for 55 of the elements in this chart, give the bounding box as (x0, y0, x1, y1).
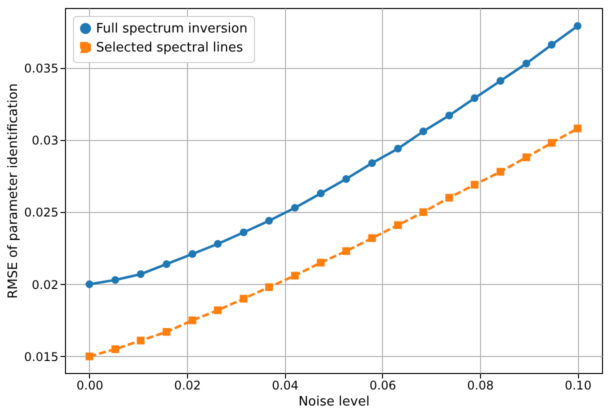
x-tick-label: 0.04 (272, 378, 299, 392)
y-tick-label: 0.015 (24, 350, 58, 364)
point (445, 112, 454, 120)
point (214, 306, 222, 314)
point (548, 40, 556, 49)
point (240, 228, 248, 236)
point (162, 260, 170, 268)
x-tick-label: 0.06 (369, 378, 396, 392)
y-tick-label: 0.025 (24, 206, 58, 220)
point (496, 168, 504, 176)
point (136, 270, 145, 278)
point (419, 208, 428, 216)
x-tick-label: 0.08 (467, 378, 494, 392)
point (574, 124, 582, 132)
y-tick-label: 0.03 (32, 134, 58, 148)
point (342, 175, 350, 183)
point (291, 272, 299, 280)
point (265, 216, 273, 225)
point (316, 258, 325, 267)
point (111, 345, 120, 354)
point (111, 276, 120, 284)
legend-label: Full spectrum inversion (96, 22, 248, 36)
point (394, 144, 402, 153)
point (548, 139, 556, 147)
point (265, 283, 273, 292)
point (574, 22, 582, 30)
point (394, 221, 402, 229)
point (419, 127, 428, 136)
point (188, 316, 196, 324)
y-axis-title: RMSE of parameter identification (6, 83, 22, 299)
point (86, 352, 94, 360)
x-tick-label: 0.10 (564, 378, 592, 392)
y-tick-label: 0.02 (32, 278, 58, 292)
point (86, 280, 94, 288)
point (470, 180, 478, 189)
point (445, 194, 454, 202)
point (162, 328, 170, 336)
y-tick-label: 0.035 (24, 61, 58, 76)
point (214, 240, 222, 248)
x-tick-label: 0.00 (76, 378, 104, 392)
x-tick-label: 0.02 (174, 378, 201, 392)
point (470, 94, 478, 102)
point (368, 159, 376, 167)
point (522, 153, 530, 162)
point (522, 60, 530, 68)
point (342, 247, 350, 255)
point (240, 294, 248, 303)
point (136, 336, 145, 344)
point (188, 250, 196, 258)
point (368, 234, 376, 242)
point (291, 204, 299, 212)
x-axis-title: Noise level (298, 394, 370, 410)
point (316, 190, 325, 198)
legend-label: Selected spectral lines (96, 40, 244, 56)
point (496, 76, 504, 85)
